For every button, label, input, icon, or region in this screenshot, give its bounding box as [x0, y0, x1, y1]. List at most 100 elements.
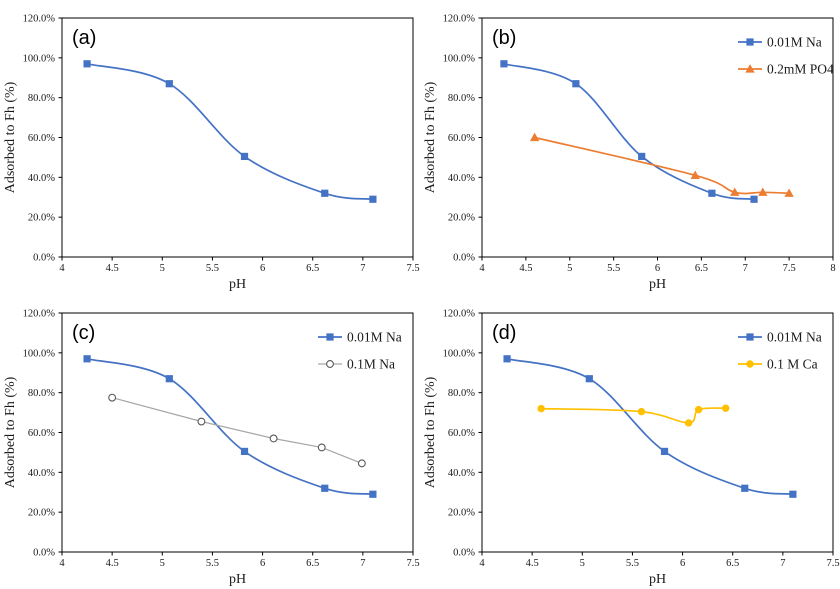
y-tick-label: 0.0%	[33, 253, 55, 264]
x-tick-label: 6	[655, 263, 660, 274]
x-axis-title: pH	[649, 277, 666, 292]
y-tick-label: 100.0%	[23, 53, 56, 64]
y-tick-label: 0.0%	[453, 253, 475, 264]
y-tick-label: 60.0%	[28, 428, 55, 439]
series-0-1-m-ca	[537, 404, 730, 427]
data-point-marker	[746, 333, 754, 341]
y-tick-label: 80.0%	[448, 93, 475, 104]
legend-label: 0.01M Na	[767, 330, 822, 345]
y-axis-title: Adsorbed to Fh (%)	[423, 376, 438, 488]
x-tick-label: 6.5	[306, 263, 319, 274]
plot-border	[61, 312, 414, 553]
y-tick-label: 0.0%	[453, 548, 475, 559]
y-tick-label: 40.0%	[28, 173, 55, 184]
legend-label: 0.01M Na	[347, 330, 402, 345]
data-point-marker	[721, 404, 730, 412]
legend: 0.01M Na 0.1M Na	[318, 330, 402, 372]
x-tick-label: 7	[780, 558, 785, 569]
data-point-marker	[240, 152, 249, 161]
y-axis-title: Adsorbed to Fh (%)	[3, 81, 18, 193]
x-tick-label: 4	[59, 263, 65, 274]
y-tick-label: 80.0%	[448, 388, 475, 399]
x-tick-label: 4.5	[519, 263, 532, 274]
series-0-2mm-po4	[529, 132, 794, 197]
x-tick-label: 4.5	[106, 558, 119, 569]
chart-svg: 4 4.5 5 5.5 6 6.5 7 7.5 0.0% 20.0% 40.0% 60.0% 80.0%…	[423, 309, 840, 588]
y-tick-label: 20.0%	[28, 213, 55, 224]
data-point-marker	[708, 189, 716, 197]
panel-label: (c)	[72, 322, 95, 344]
chart-svg: 4 4.5 5 5.5 6 6.5 7 7.5 0.0% 20.0% 40.0% 60.0% 80.0%…	[3, 14, 420, 293]
x-tick-label: 5.5	[206, 263, 219, 274]
data-point-marker	[269, 434, 278, 443]
data-point-marker	[326, 333, 334, 341]
series-line	[506, 357, 794, 496]
chart-svg: 4 4.5 5 5.5 6 6.5 7 7.5 80.0%20.0%40.0%60.0%80.0…	[423, 14, 836, 293]
x-tick-label: 4	[479, 558, 485, 569]
chart-svg: 4 4.5 5 5.5 6 6.5 7 7.5 0.0% 20.0% 40.0% 60.0% 80.0%…	[3, 309, 420, 588]
x-tick-label: 7.5	[826, 558, 839, 569]
x-axis-title: pH	[229, 277, 246, 292]
legend-label: 0.1 M Ca	[767, 357, 818, 372]
y-tick-label: 20.0%	[448, 213, 475, 224]
series-line	[86, 357, 374, 496]
data-point-marker	[789, 490, 797, 498]
y-tick-label: 40.0%	[448, 468, 475, 479]
x-tick-label: 6.5	[726, 558, 739, 569]
x-tick-label: 7	[360, 263, 365, 274]
data-point-marker	[503, 355, 511, 363]
y-tick-label: 20.0%	[28, 508, 55, 519]
x-tick-label: 6.5	[306, 558, 319, 569]
x-tick-label: 7	[743, 263, 748, 274]
y-tick-label: 60.0%	[448, 133, 475, 144]
chart-panel-d: 4 4.5 5 5.5 6 6.5 7 7.5 0.0% 20.0% 40.0% 60.0% 80.0%…	[420, 295, 840, 589]
data-point-marker	[638, 152, 646, 161]
y-tick-label: 120.0%	[443, 14, 476, 25]
y-tick-label: 60.0%	[448, 428, 475, 439]
x-tick-label: 5.5	[206, 558, 219, 569]
chart-panel-c: 4 4.5 5 5.5 6 6.5 7 7.5 0.0% 20.0% 40.0% 60.0% 80.0%…	[0, 295, 420, 589]
panel-label: (d)	[492, 322, 516, 344]
y-axis-title: Adsorbed to Fh (%)	[423, 81, 438, 193]
y-axis-title: Adsorbed to Fh (%)	[3, 376, 18, 488]
x-tick-label: 5	[160, 263, 165, 274]
legend: 0.01M Na 0.1 M Ca	[738, 330, 822, 372]
chart-panel-b: 4 4.5 5 5.5 6 6.5 7 7.5 8 0.0% 20.0% 40.0% 60.0% 80.0…	[420, 0, 840, 295]
y-tick-label: 120.0%	[23, 14, 56, 25]
x-tick-label: 6	[260, 558, 265, 569]
y-tick-label: 60.0%	[28, 133, 55, 144]
y-tick-label: 40.0%	[28, 468, 55, 479]
y-tick-label: 40.0%	[448, 173, 475, 184]
panel-label: (a)	[72, 27, 96, 49]
data-point-marker	[108, 393, 117, 402]
data-point-marker	[500, 60, 508, 68]
y-tick-label: 80.0%	[28, 93, 55, 104]
plot-border	[61, 17, 414, 258]
series-0-01m-na	[83, 355, 377, 498]
x-axis-title: pH	[229, 572, 246, 587]
data-point-marker	[317, 443, 326, 452]
data-point-marker	[745, 64, 755, 73]
chart-panel-a: 4 4.5 5 5.5 6 6.5 7 7.5 0.0% 20.0% 40.0% 60.0% 80.0%…	[0, 0, 420, 295]
x-tick-label: 7.5	[783, 263, 796, 274]
x-tick-label: 5.5	[626, 558, 639, 569]
plot-border	[481, 312, 834, 553]
data-point-marker	[637, 407, 646, 416]
series-0-01m-na	[503, 355, 797, 498]
data-point-marker	[750, 195, 758, 203]
series-0-01m-na	[500, 60, 758, 203]
data-point-marker	[690, 170, 700, 179]
data-point-marker	[165, 80, 173, 88]
data-point-marker	[357, 459, 366, 468]
x-tick-label: 5	[160, 558, 165, 569]
y-tick-label: 100.0%	[443, 53, 476, 64]
data-point-marker	[746, 360, 754, 368]
data-point-marker	[369, 195, 377, 203]
data-point-marker	[83, 60, 91, 68]
series-line	[111, 397, 363, 464]
data-point-marker	[684, 419, 693, 427]
data-point-marker	[746, 38, 754, 46]
x-tick-label: 4.5	[106, 263, 119, 274]
x-tick-label: 5	[567, 263, 572, 274]
